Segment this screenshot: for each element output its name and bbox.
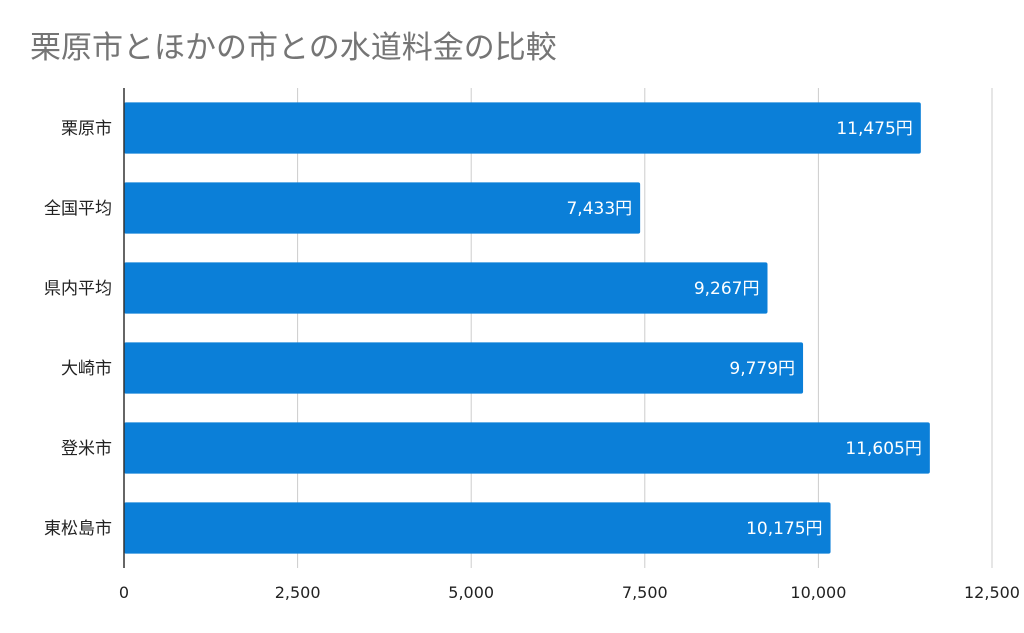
x-tick-label: 2,500: [275, 583, 321, 602]
bar: [124, 422, 930, 474]
bar: [124, 182, 641, 234]
bar: [124, 262, 768, 314]
bar-value-label: 9,267円: [694, 279, 760, 299]
gridlines: [297, 88, 993, 568]
chart-title: 栗原市とほかの市との水道料金の比較: [30, 30, 557, 66]
x-tick-label: 7,500: [622, 583, 668, 602]
bar: [124, 102, 921, 154]
category-label: 大崎市: [61, 359, 112, 379]
bar-value-label: 9,779円: [729, 359, 795, 379]
x-axis-tick-labels: 0 2,500 5,000 7,500 10,000 12,500: [119, 583, 1020, 602]
category-label: 栗原市: [61, 119, 112, 139]
category-label: 県内平均: [44, 279, 112, 299]
category-label: 東松島市: [44, 519, 112, 539]
bar-value-label: 7,433円: [566, 199, 632, 219]
category-label: 登米市: [61, 439, 112, 459]
x-tick-label: 0: [119, 583, 129, 602]
x-tick-label: 5,000: [448, 583, 494, 602]
bars: 11,475円 7,433円 9,267円 9,779円 11,605円 10,175円: [124, 102, 930, 554]
x-tick-label: 12,500: [964, 583, 1020, 602]
bar-value-label: 11,475円: [836, 119, 912, 139]
bar-value-label: 11,605円: [845, 439, 921, 459]
x-tick-label: 10,000: [790, 583, 846, 602]
bar: [124, 502, 831, 554]
category-label: 全国平均: [44, 199, 112, 219]
bar-value-label: 10,175円: [746, 519, 822, 539]
bar: [124, 342, 804, 394]
